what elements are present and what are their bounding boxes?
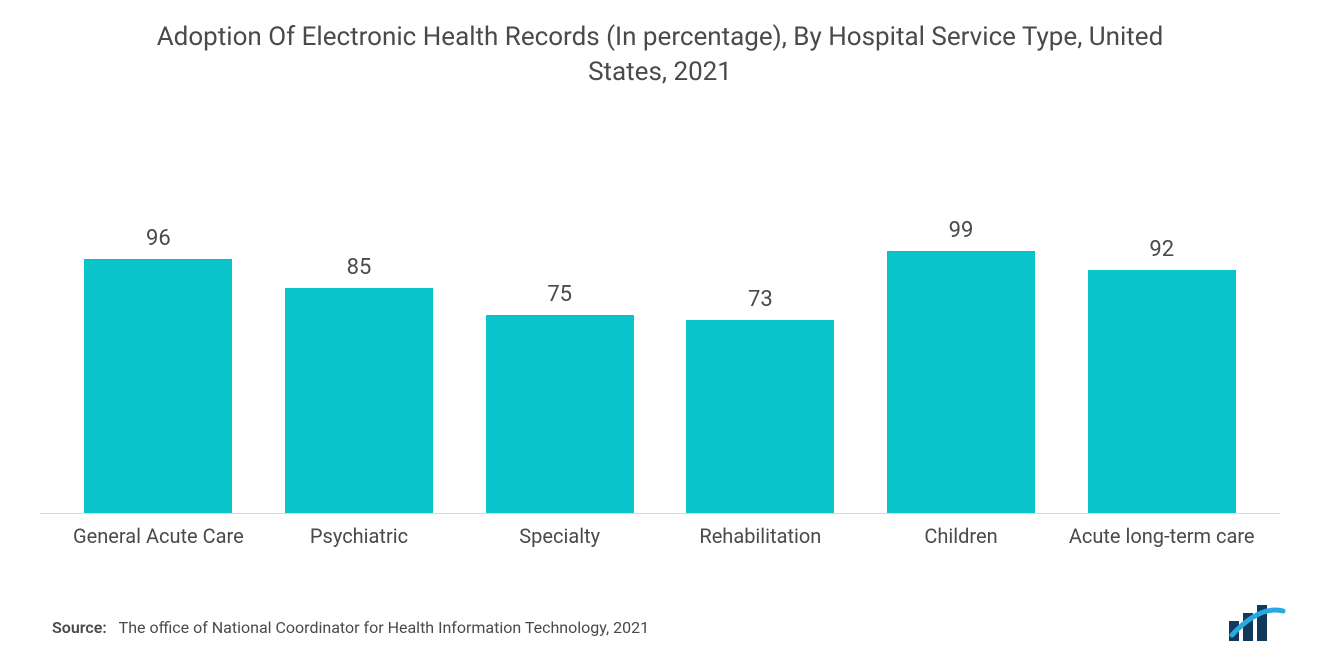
- bar-rect: [887, 251, 1035, 513]
- source-row: Source: The office of National Coordinat…: [52, 618, 649, 637]
- bar-rect: [1088, 270, 1236, 513]
- mordor-logo-icon: [1226, 603, 1286, 643]
- x-axis-label: Children: [861, 524, 1062, 549]
- x-axis-label: Specialty: [459, 524, 660, 549]
- bar-slot: 99: [861, 104, 1062, 513]
- chart-container: Adoption Of Electronic Health Records (I…: [0, 0, 1320, 665]
- plot-area: 96 85 75 73 99 92: [40, 104, 1280, 514]
- x-axis-labels: General Acute Care Psychiatric Specialty…: [40, 514, 1280, 549]
- x-axis-label: General Acute Care: [58, 524, 259, 549]
- bar-slot: 85: [259, 104, 460, 513]
- bar-slot: 92: [1061, 104, 1262, 513]
- bar-slot: 73: [660, 104, 861, 513]
- bar-rect: [84, 259, 232, 513]
- source-label: Source:: [52, 618, 107, 637]
- x-axis-label: Rehabilitation: [660, 524, 861, 549]
- bar-value-label: 73: [748, 287, 773, 312]
- source-text: The office of National Coordinator for H…: [119, 618, 649, 637]
- bar-slot: 96: [58, 104, 259, 513]
- bars-group: 96 85 75 73 99 92: [40, 104, 1280, 513]
- bar-value-label: 99: [949, 218, 974, 243]
- bar-value-label: 75: [547, 282, 572, 307]
- bar-slot: 75: [459, 104, 660, 513]
- x-axis-label: Psychiatric: [259, 524, 460, 549]
- bar-value-label: 92: [1149, 237, 1174, 262]
- bar-value-label: 85: [347, 255, 372, 280]
- bar-rect: [285, 288, 433, 513]
- chart-title: Adoption Of Electronic Health Records (I…: [110, 20, 1210, 90]
- bar-value-label: 96: [146, 226, 171, 251]
- x-axis-label: Acute long-term care: [1061, 524, 1262, 549]
- bar-rect: [686, 320, 834, 513]
- bar-rect: [486, 315, 634, 513]
